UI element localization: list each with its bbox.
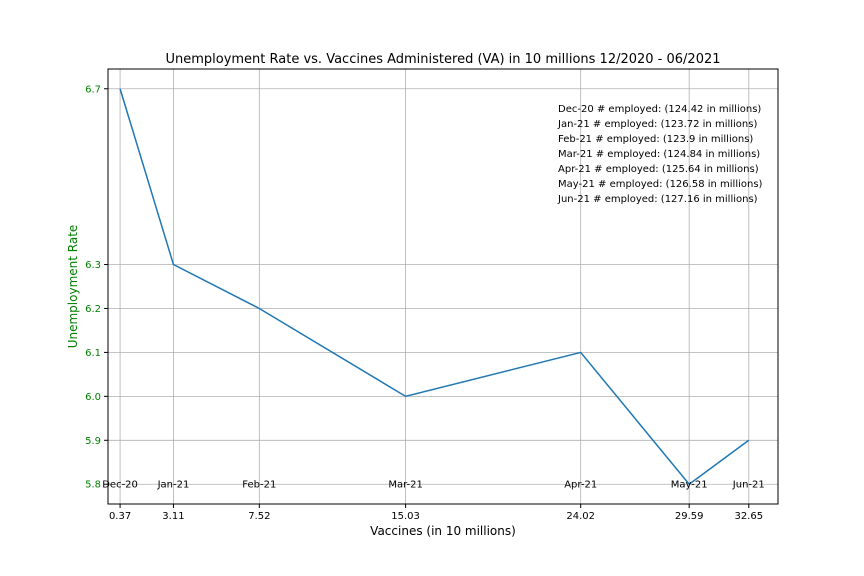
y-tick-label: 6.7: [85, 84, 101, 95]
annotation-line: Apr-21 # employed: (125.64 in millions): [558, 164, 759, 175]
y-tick-label: 6.1: [85, 348, 101, 359]
y-tick-label: 6.0: [85, 392, 101, 403]
x-axis-label: Vaccines (in 10 millions): [370, 524, 516, 538]
point-label: Mar-21: [388, 480, 423, 491]
y-tick-label: 5.9: [85, 436, 101, 447]
x-tick-label: 7.52: [248, 511, 270, 522]
point-label: May-21: [671, 480, 708, 491]
tick-layer: 0.37 3.11 7.52 15.03 24.02 29.59 32.65 5.8 5.9 6.…: [85, 84, 763, 522]
annotation-line: May-21 # employed: (126.58 in millions): [558, 179, 763, 190]
point-label-layer: Dec-20 Jan-21 Feb-21 Mar-21 Apr-21 May-21 Jun-…: [102, 480, 765, 491]
x-tick-label: 0.37: [109, 511, 131, 522]
point-label: Jan-21: [157, 480, 190, 491]
x-tick-label: 24.02: [566, 511, 595, 522]
annotation-line: Feb-21 # employed: (123.9 in millions): [558, 134, 753, 145]
point-label: Feb-21: [242, 480, 276, 491]
x-tick-label: 3.11: [162, 511, 184, 522]
series-line: [119, 88, 750, 486]
x-tick-label: 15.03: [391, 511, 420, 522]
point-label: Dec-20: [102, 480, 138, 491]
y-axis-label: Unemployment Rate: [66, 225, 80, 349]
annotation-line: Dec-20 # employed: (124.42 in millions): [558, 104, 761, 115]
y-tick-label: 5.8: [85, 480, 101, 491]
grid-layer: [108, 69, 778, 504]
annotation-line: Mar-21 # employed: (124.84 in millions): [558, 149, 760, 160]
y-tick-label: 6.3: [85, 260, 101, 271]
point-label: Apr-21: [564, 480, 597, 491]
annotation-line: Jan-21 # employed: (123.72 in millions): [557, 119, 757, 130]
plot-frame: [107, 68, 779, 505]
annotation-line: Jun-21 # employed: (127.16 in millions): [557, 194, 758, 205]
chart-title: Unemployment Rate vs. Vaccines Administe…: [165, 52, 720, 67]
x-tick-label: 29.59: [675, 511, 704, 522]
y-tick-label: 6.2: [85, 304, 101, 315]
annotation-box: Dec-20 # employed: (124.42 in millions) J…: [557, 104, 763, 205]
x-tick-label: 32.65: [734, 511, 763, 522]
point-label: Jun-21: [732, 480, 765, 491]
